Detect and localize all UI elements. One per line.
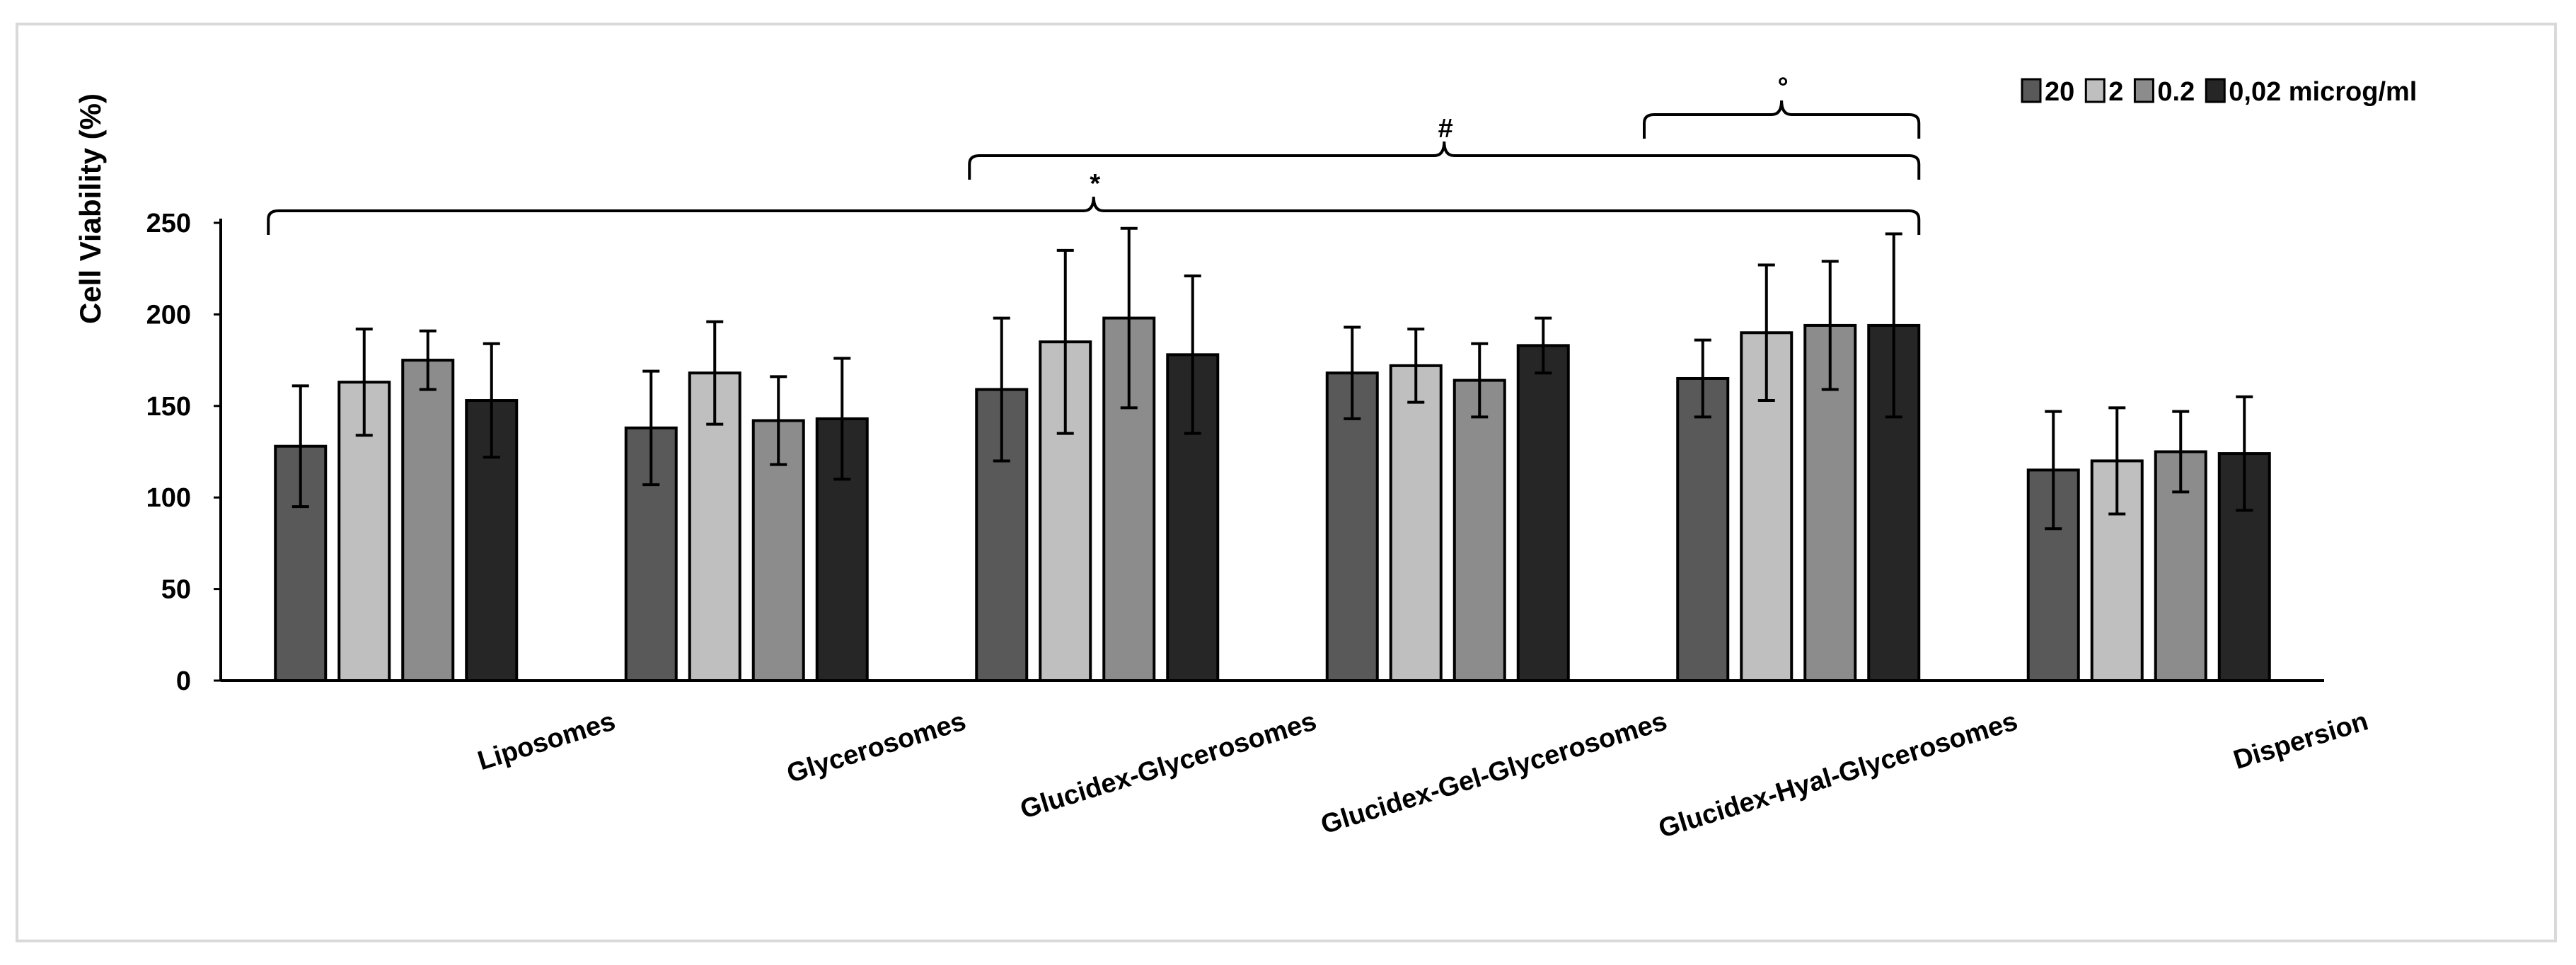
significance-symbol: ° xyxy=(1778,73,1789,103)
bar-glucidex-gel-glycerosomes-series-3 xyxy=(1516,344,1570,682)
significance-bracket xyxy=(1643,100,1921,139)
bar-dispersion-series-3 xyxy=(2217,452,2271,682)
significance-brackets-layer: * # ° xyxy=(267,73,1921,235)
chart-frame xyxy=(16,23,2557,942)
category-label: Glycerosomes xyxy=(783,706,969,789)
category-label: Dispersion xyxy=(2230,706,2372,775)
category-label: Liposomes xyxy=(475,706,619,776)
legend-label: 0,02 microg/ml xyxy=(2229,77,2417,107)
bar-glucidex-gel-glycerosomes-series-2 xyxy=(1452,379,1506,682)
legend: 20 2 0.2 0,02 microg/ml xyxy=(2021,77,2417,107)
error-bars-layer xyxy=(291,226,2253,531)
y-tick-label: 0 xyxy=(176,666,191,696)
legend-swatch xyxy=(2205,78,2226,103)
significance-bracket xyxy=(267,196,1921,235)
y-tick-label: 200 xyxy=(146,300,191,330)
y-tick-label: 50 xyxy=(161,575,191,605)
bar-liposomes-series-0 xyxy=(274,444,328,683)
bar-glucidex-gel-glycerosomes-series-1 xyxy=(1389,364,1443,682)
axes-layer xyxy=(214,219,2324,682)
legend-label: 20 xyxy=(2045,77,2074,107)
significance-bracket xyxy=(968,141,1921,180)
bar-liposomes-series-2 xyxy=(401,359,455,682)
y-axis-label: Cell Viability (%) xyxy=(74,93,107,324)
bar-glucidex-hyal-glycerosomes-series-0 xyxy=(1676,376,1730,682)
legend-swatch xyxy=(2133,78,2154,103)
significance-symbol: # xyxy=(1438,114,1453,144)
significance-symbol: * xyxy=(1090,169,1100,199)
y-tick-label: 250 xyxy=(146,209,191,238)
legend-label: 2 xyxy=(2108,77,2123,107)
legend-label: 0.2 xyxy=(2157,77,2195,107)
category-label: Glucidex-Glycerosomes xyxy=(1017,706,1319,824)
bars-layer xyxy=(274,316,2271,683)
y-tick-label: 150 xyxy=(146,392,191,422)
y-tick-label: 100 xyxy=(146,483,191,513)
category-label: Glucidex-Hyal-Glycerosomes xyxy=(1655,706,2021,844)
legend-swatch xyxy=(2021,78,2042,103)
legend-swatch xyxy=(2084,78,2106,103)
category-label: Glucidex-Gel-Glycerosomes xyxy=(1317,706,1670,840)
